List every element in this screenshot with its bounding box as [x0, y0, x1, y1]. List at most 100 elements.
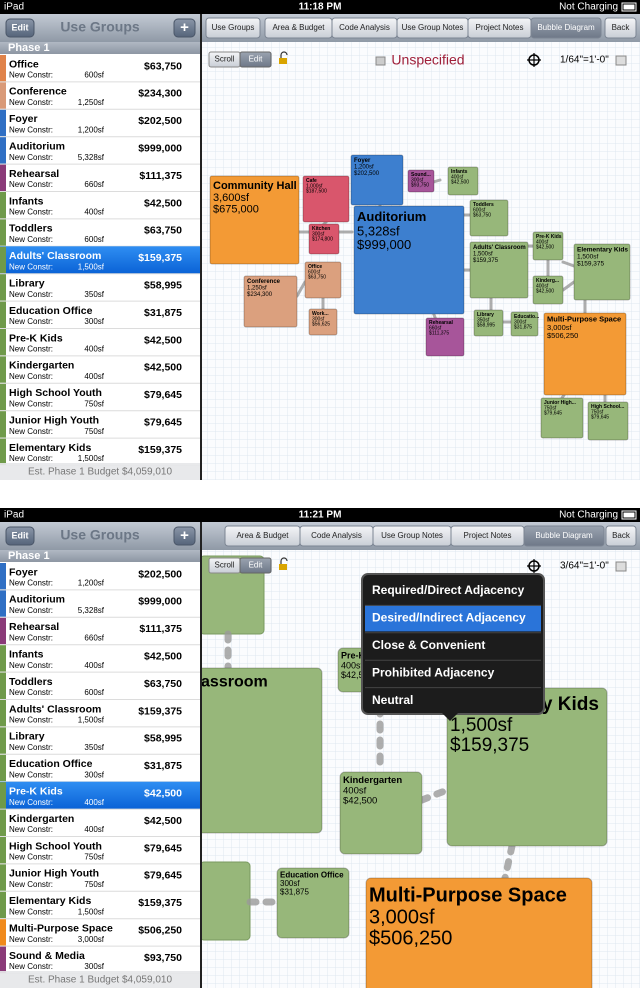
row-highlight[interactable] — [0, 781, 200, 810]
use-group-block[interactable] — [573, 243, 631, 301]
title-icon[interactable] — [375, 56, 386, 66]
use-group-block[interactable] — [587, 401, 629, 441]
row-name[interactable]: Education Office — [9, 305, 93, 317]
row-name[interactable]: Office — [9, 58, 39, 70]
options-icon[interactable] — [615, 55, 627, 66]
use-group-block[interactable] — [308, 223, 340, 255]
row-highlight[interactable] — [0, 246, 200, 274]
menu-item[interactable]: Neutral — [372, 693, 413, 707]
row-name[interactable]: Auditorium — [9, 594, 65, 606]
tab-button[interactable] — [523, 525, 605, 547]
row-name[interactable]: Education Office — [9, 758, 93, 770]
row-name[interactable]: Rehearsal — [9, 168, 59, 180]
row-name[interactable]: Foyer — [9, 566, 38, 578]
row-name[interactable]: Toddlers — [9, 676, 53, 688]
menu-item[interactable]: Prohibited Adjacency — [372, 665, 495, 679]
tab-label[interactable]: Use Groups — [212, 23, 255, 32]
tab-label[interactable]: Area & Budget — [236, 531, 289, 540]
tab-label[interactable]: Project Notes — [463, 531, 511, 540]
tab-label[interactable]: Use Group Notes — [402, 23, 464, 32]
use-group-block[interactable] — [209, 175, 300, 265]
use-group-block[interactable] — [308, 308, 338, 336]
add-button-label[interactable]: + — [180, 527, 189, 544]
row-name[interactable]: Library — [9, 277, 45, 289]
add-button[interactable] — [173, 18, 196, 38]
menu-highlight[interactable] — [365, 605, 541, 632]
tab-label[interactable]: Use Group Notes — [381, 531, 443, 540]
row-name[interactable]: Library — [9, 731, 45, 743]
use-group-block[interactable] — [532, 231, 564, 261]
scroll-label[interactable]: Scroll — [214, 55, 234, 64]
use-group-block[interactable] — [276, 867, 350, 939]
edit-button-label[interactable]: Edit — [12, 530, 29, 540]
row-name[interactable]: Pre-K Kids — [9, 785, 63, 797]
menu-item[interactable]: Desired/Indirect Adjacency — [372, 611, 526, 625]
row-name[interactable]: Auditorium — [9, 140, 65, 152]
use-group-block[interactable] — [425, 317, 465, 357]
use-group-block[interactable] — [469, 241, 529, 299]
edit-mode-button[interactable] — [239, 557, 272, 574]
row-name[interactable]: Rehearsal — [9, 621, 59, 633]
tab-label[interactable]: Project Notes — [475, 23, 523, 32]
use-group-block[interactable] — [304, 261, 342, 299]
tab-label[interactable]: Bubble Diagram — [535, 531, 593, 540]
use-group-block[interactable] — [365, 877, 593, 988]
use-group-block[interactable] — [339, 771, 423, 855]
row-name[interactable]: High School Youth — [9, 840, 102, 852]
row-name[interactable]: Elementary Kids — [9, 895, 91, 907]
row-name[interactable]: Junior High Youth — [9, 414, 99, 426]
use-group-block[interactable] — [447, 166, 479, 196]
edit-mode-label[interactable]: Edit — [249, 561, 264, 570]
row-name[interactable]: Multi-Purpose Space — [9, 922, 113, 934]
tab-label[interactable]: Code Analysis — [339, 23, 390, 32]
row-name[interactable]: Infants — [9, 195, 44, 207]
use-group-block[interactable] — [469, 199, 509, 237]
row-name[interactable]: Infants — [9, 648, 44, 660]
use-group-block[interactable] — [124, 667, 323, 834]
row-name[interactable]: Elementary Kids — [9, 442, 91, 454]
tab-label[interactable]: Code Analysis — [311, 531, 362, 540]
use-group-block[interactable] — [407, 169, 435, 193]
add-button[interactable] — [173, 526, 196, 546]
row-name[interactable]: Conference — [9, 86, 67, 98]
row-name[interactable]: Adults' Classroom — [9, 703, 101, 715]
row-name[interactable]: Pre-K Kids — [9, 332, 63, 344]
tab-label[interactable]: Area & Budget — [272, 23, 325, 32]
row-name[interactable]: Foyer — [9, 113, 38, 125]
tab-button[interactable] — [604, 17, 637, 39]
row-name[interactable]: Junior High Youth — [9, 868, 99, 880]
row-name[interactable]: High School Youth — [9, 387, 102, 399]
tab-label[interactable]: Bubble Diagram — [537, 23, 595, 32]
use-group-block[interactable] — [532, 275, 564, 305]
use-group-block[interactable] — [510, 311, 539, 337]
options-icon[interactable] — [615, 561, 627, 572]
add-button-label[interactable]: + — [180, 19, 189, 36]
use-group-block[interactable] — [540, 397, 584, 439]
use-group-block[interactable] — [350, 154, 404, 206]
row-name[interactable]: Kindergarten — [9, 360, 74, 372]
edit-mode-button[interactable] — [239, 51, 272, 68]
tab-button[interactable] — [605, 525, 637, 547]
edit-button-label[interactable]: Edit — [12, 22, 29, 32]
scroll-label[interactable]: Scroll — [214, 561, 234, 570]
edit-mode-label[interactable]: Edit — [249, 55, 264, 64]
tab-label[interactable]: Back — [612, 531, 631, 540]
tab-button[interactable] — [205, 17, 261, 39]
tab-label[interactable]: Back — [612, 23, 631, 32]
lock-icon[interactable] — [279, 564, 287, 570]
use-group-block[interactable] — [543, 312, 627, 396]
menu-item[interactable]: Close & Convenient — [372, 638, 485, 652]
row-name[interactable]: Kindergarten — [9, 813, 74, 825]
row-name[interactable]: Toddlers — [9, 223, 53, 235]
use-group-block[interactable] — [353, 205, 465, 315]
lock-icon[interactable] — [279, 58, 287, 64]
use-group-block[interactable] — [243, 275, 298, 328]
row-name[interactable]: Adults' Classroom — [9, 250, 101, 262]
use-group-block[interactable] — [473, 309, 504, 337]
edit-button[interactable] — [5, 18, 35, 38]
row-name[interactable]: Sound & Media — [9, 950, 85, 962]
use-group-block[interactable] — [302, 175, 350, 223]
menu-item[interactable]: Required/Direct Adjacency — [372, 583, 525, 597]
tab-button[interactable] — [530, 17, 602, 39]
edit-button[interactable] — [5, 526, 35, 546]
